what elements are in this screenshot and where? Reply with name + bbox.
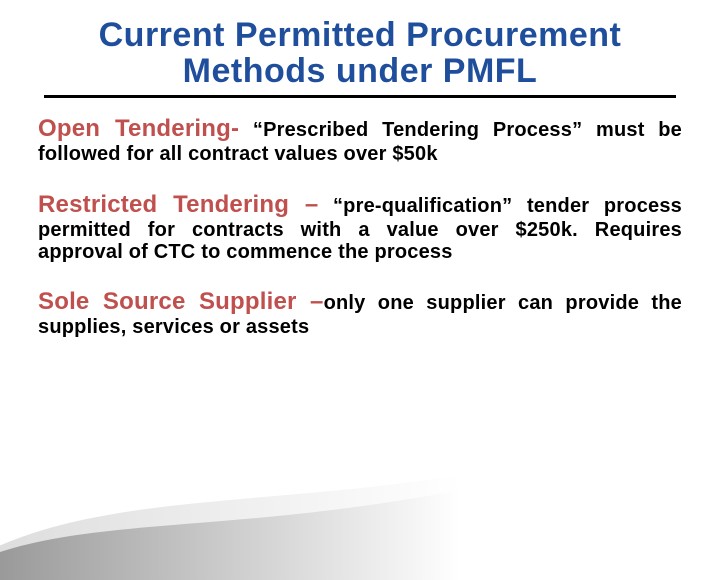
item-lead: Restricted Tendering –: [38, 191, 318, 218]
item-sole-source: Sole Source Supplier –only one supplier …: [38, 289, 682, 338]
item-lead: Sole Source Supplier –: [38, 288, 324, 315]
title-line-2: Methods under PMFL: [183, 52, 538, 90]
item-restricted-tendering: Restricted Tendering – “pre-qualificatio…: [38, 192, 682, 264]
item-lead: Open Tendering-: [38, 115, 239, 142]
title-line-1: Current Permitted Procurement: [99, 16, 622, 54]
decorative-swoosh: [0, 420, 460, 580]
slide: Current Permitted Procurement Methods un…: [0, 0, 720, 540]
slide-title: Current Permitted Procurement Methods un…: [44, 18, 676, 98]
item-open-tendering: Open Tendering- “Prescribed Tendering Pr…: [38, 116, 682, 165]
